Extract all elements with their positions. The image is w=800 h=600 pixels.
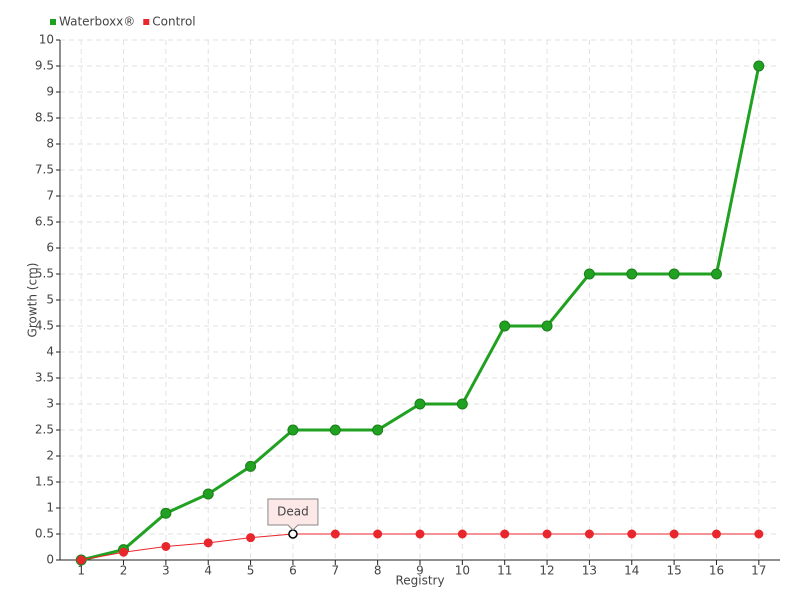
y-tick-label: 10 — [39, 33, 54, 47]
annotation: Dead — [277, 505, 309, 519]
legend-marker — [50, 19, 56, 25]
x-tick-label: 10 — [455, 564, 470, 578]
data-point — [541, 320, 553, 332]
y-tick-label: 4.5 — [35, 319, 54, 333]
legend-marker — [143, 19, 150, 25]
y-tick-label: 1 — [46, 501, 54, 515]
legend-label: Waterboxx® — [59, 15, 135, 29]
data-point — [499, 320, 511, 332]
data-point — [753, 60, 765, 72]
x-tick-label: 15 — [666, 564, 681, 578]
x-tick-label: 9 — [416, 564, 424, 578]
data-point — [754, 529, 764, 539]
data-point — [372, 424, 384, 436]
y-tick-label: 9 — [46, 85, 54, 99]
y-tick-label: 0.5 — [35, 527, 54, 541]
data-point — [457, 529, 467, 539]
data-point — [710, 268, 722, 280]
data-point — [415, 529, 425, 539]
data-point — [584, 529, 594, 539]
data-point — [287, 424, 299, 436]
data-point — [583, 268, 595, 280]
x-tick-label: 13 — [582, 564, 597, 578]
x-tick-label: 2 — [120, 564, 128, 578]
y-tick-label: 5.5 — [35, 267, 54, 281]
x-tick-label: 1 — [77, 564, 85, 578]
data-point — [245, 460, 257, 472]
x-tick-label: 16 — [709, 564, 724, 578]
annotation-box — [267, 498, 319, 531]
data-point — [456, 398, 468, 410]
y-tick-label: 3 — [46, 397, 54, 411]
y-tick-label: 8.5 — [35, 111, 54, 125]
data-point — [160, 507, 172, 519]
data-point — [76, 555, 86, 565]
data-point — [288, 529, 298, 539]
y-tick-label: 2 — [46, 449, 54, 463]
y-tick-label: 7 — [46, 189, 54, 203]
y-tick-label: 2.5 — [35, 423, 54, 437]
data-point — [161, 541, 171, 551]
data-point — [627, 529, 637, 539]
data-point — [668, 268, 680, 280]
y-tick-label: 0 — [46, 553, 54, 567]
x-tick-label: 4 — [204, 564, 212, 578]
data-point — [711, 529, 721, 539]
data-point — [626, 268, 638, 280]
data-point — [203, 538, 213, 548]
y-axis-label: Growth (cm) — [26, 263, 40, 338]
data-point — [542, 529, 552, 539]
y-tick-label: 4 — [46, 345, 54, 359]
y-tick-label: 6 — [46, 241, 54, 255]
data-point — [414, 398, 426, 410]
y-tick-label: 9.5 — [35, 59, 54, 73]
data-point — [330, 529, 340, 539]
x-tick-label: 5 — [247, 564, 255, 578]
legend-label: Control — [152, 15, 195, 29]
y-tick-label: 5 — [46, 293, 54, 307]
y-tick-label: 8 — [46, 137, 54, 151]
x-tick-label: 7 — [331, 564, 339, 578]
x-tick-label: 8 — [374, 564, 382, 578]
data-point — [246, 533, 256, 543]
y-tick-label: 7.5 — [35, 163, 54, 177]
x-axis-label: Registry — [395, 574, 444, 588]
y-tick-label: 6.5 — [35, 215, 54, 229]
data-point — [119, 547, 129, 557]
y-tick-label: 3.5 — [35, 371, 54, 385]
data-point — [329, 424, 341, 436]
data-point — [669, 529, 679, 539]
y-tick-label: 1.5 — [35, 475, 54, 489]
x-tick-label: 12 — [539, 564, 554, 578]
x-tick-label: 11 — [497, 564, 512, 578]
x-tick-label: 3 — [162, 564, 170, 578]
data-point — [500, 529, 510, 539]
x-tick-label: 6 — [289, 564, 297, 578]
data-point — [373, 529, 383, 539]
x-tick-label: 14 — [624, 564, 639, 578]
x-tick-label: 17 — [751, 564, 766, 578]
data-point — [202, 488, 214, 500]
